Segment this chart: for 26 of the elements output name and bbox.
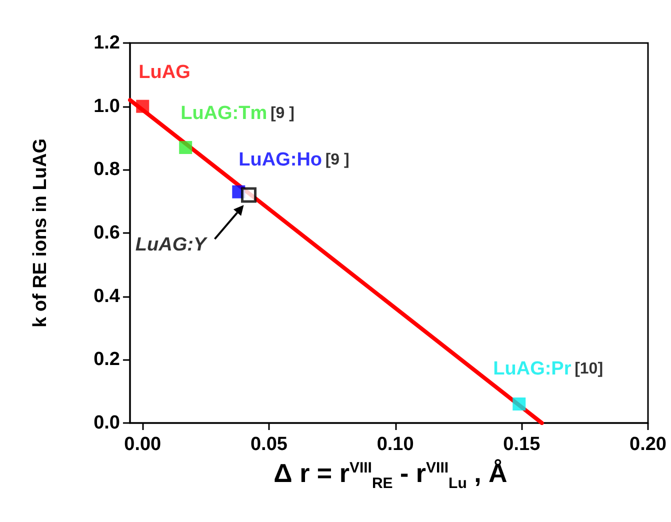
y-tick-label: 0.8 xyxy=(94,159,120,180)
point xyxy=(512,398,526,410)
point xyxy=(136,100,150,113)
y-tick-label: 0.6 xyxy=(94,222,120,244)
annotation: [10] xyxy=(574,360,604,378)
series-label: LuAG:Pr xyxy=(493,358,572,380)
x-tick-label: 0.05 xyxy=(250,434,288,455)
series-label: LuAG xyxy=(138,62,190,83)
x-tick-label: 0.20 xyxy=(630,434,666,455)
point xyxy=(179,141,192,154)
y-tick-label: 1.2 xyxy=(94,32,120,54)
x-tick-label: 0.00 xyxy=(124,434,162,455)
x-axis-title: Δ r = r$^{VIII}$$_{RE}$ - r$^{VIII}$$_{Lu}$ , Å xyxy=(272,458,508,492)
series-label: LuAG:Ho xyxy=(238,149,322,170)
y-tick-label: 0.4 xyxy=(94,286,120,307)
series-label: LuAG:Tm xyxy=(180,103,268,124)
annotation: [9 ] xyxy=(325,151,350,168)
point xyxy=(241,187,257,203)
y-tick-label: 1.0 xyxy=(94,96,120,117)
y-tick-label: 0.0 xyxy=(94,412,120,434)
annotation: LuAG:Y xyxy=(135,234,208,256)
x-tick-label: 0.15 xyxy=(503,434,541,455)
x-tick-label: 0.10 xyxy=(376,434,414,455)
y-tick-label: 0.2 xyxy=(94,349,120,370)
annotation: [9 ] xyxy=(270,105,294,122)
y-axis-title: k of RE ions in LuAG xyxy=(30,138,51,328)
